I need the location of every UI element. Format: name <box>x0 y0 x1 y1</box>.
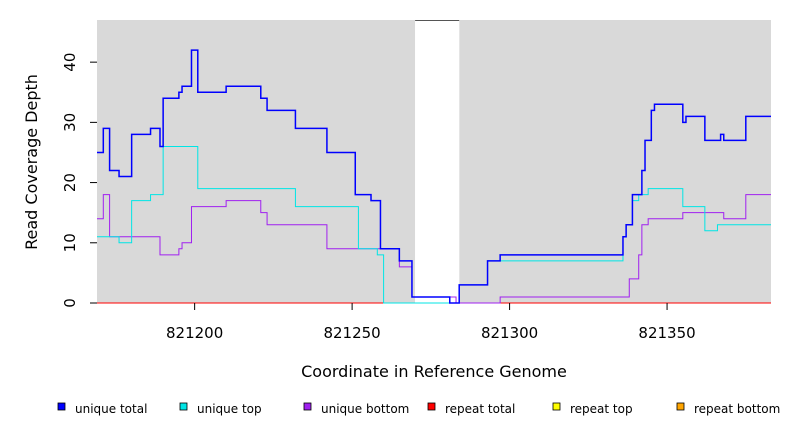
plot-background <box>97 20 771 303</box>
x-tick-label: 821200 <box>166 324 223 342</box>
legend-label: repeat top <box>570 402 633 416</box>
legend-label: unique top <box>197 402 262 416</box>
x-tick-label: 821250 <box>323 324 380 342</box>
y-tick-label: 10 <box>61 233 79 252</box>
y-tick-label: 20 <box>61 173 79 192</box>
y-axis: 0 10 20 30 40 <box>61 53 97 308</box>
legend-swatch <box>676 402 685 411</box>
y-axis-title: Read Coverage Depth <box>22 74 41 250</box>
plot-region-left <box>97 20 416 303</box>
legend-label: repeat bottom <box>694 402 780 416</box>
legend-swatch <box>179 402 188 411</box>
x-axis: 821200 821250 821300 821350 <box>166 303 696 342</box>
x-tick-label: 821300 <box>481 324 538 342</box>
y-tick-label: 0 <box>61 298 79 308</box>
legend-swatch <box>303 402 312 411</box>
x-tick-label: 821350 <box>638 324 695 342</box>
legend-label: unique bottom <box>321 402 409 416</box>
legend-label: unique total <box>75 402 147 416</box>
plot-gap-region <box>415 20 460 303</box>
x-axis-title: Coordinate in Reference Genome <box>301 362 567 381</box>
series-unique-total <box>97 49 771 304</box>
legend-swatch <box>427 402 436 411</box>
legend-swatch <box>552 402 561 411</box>
y-tick-label: 30 <box>61 113 79 132</box>
legend-label: repeat total <box>445 402 515 416</box>
legend: unique total unique top unique bottom repea… <box>57 402 780 416</box>
series-layer <box>97 49 771 304</box>
plot-region-right <box>459 20 771 303</box>
y-tick-label: 40 <box>61 53 79 72</box>
legend-swatch <box>57 402 66 411</box>
